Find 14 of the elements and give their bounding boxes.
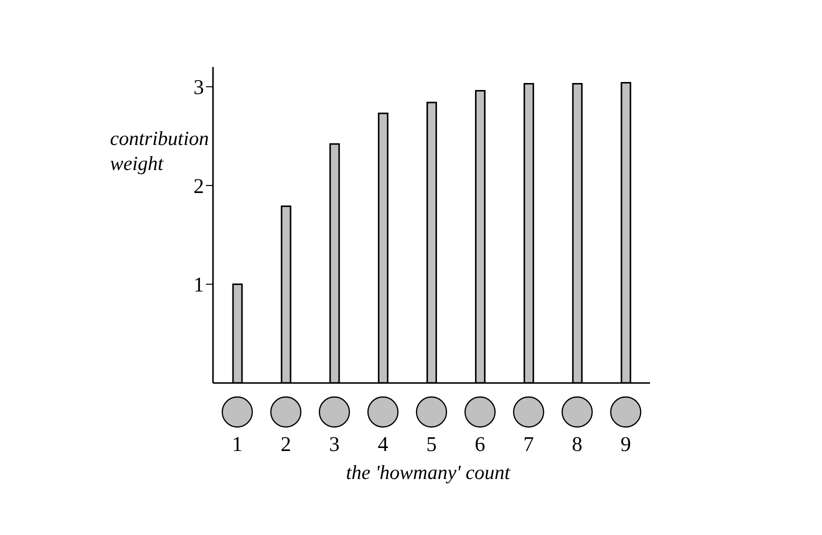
x-tick-label: 1 <box>232 432 243 456</box>
x-tick-label: 2 <box>280 432 292 456</box>
x-tick-label: 7 <box>523 432 534 456</box>
y-tick-label: 2 <box>194 174 204 198</box>
x-tick-label: 3 <box>329 432 340 456</box>
x-axis-title: the 'howmany' count <box>344 462 512 485</box>
x-tick-label: 9 <box>620 432 631 456</box>
x-tick-label: 6 <box>474 432 486 456</box>
y-axis-title: contribution weight <box>110 128 209 175</box>
x-tick-label: 5 <box>426 432 437 456</box>
y-tick-label: 1 <box>194 272 204 297</box>
x-tick-label: 8 <box>572 432 582 456</box>
y-tick-label: 3 <box>194 75 204 100</box>
x-tick-label: 4 <box>378 432 389 456</box>
